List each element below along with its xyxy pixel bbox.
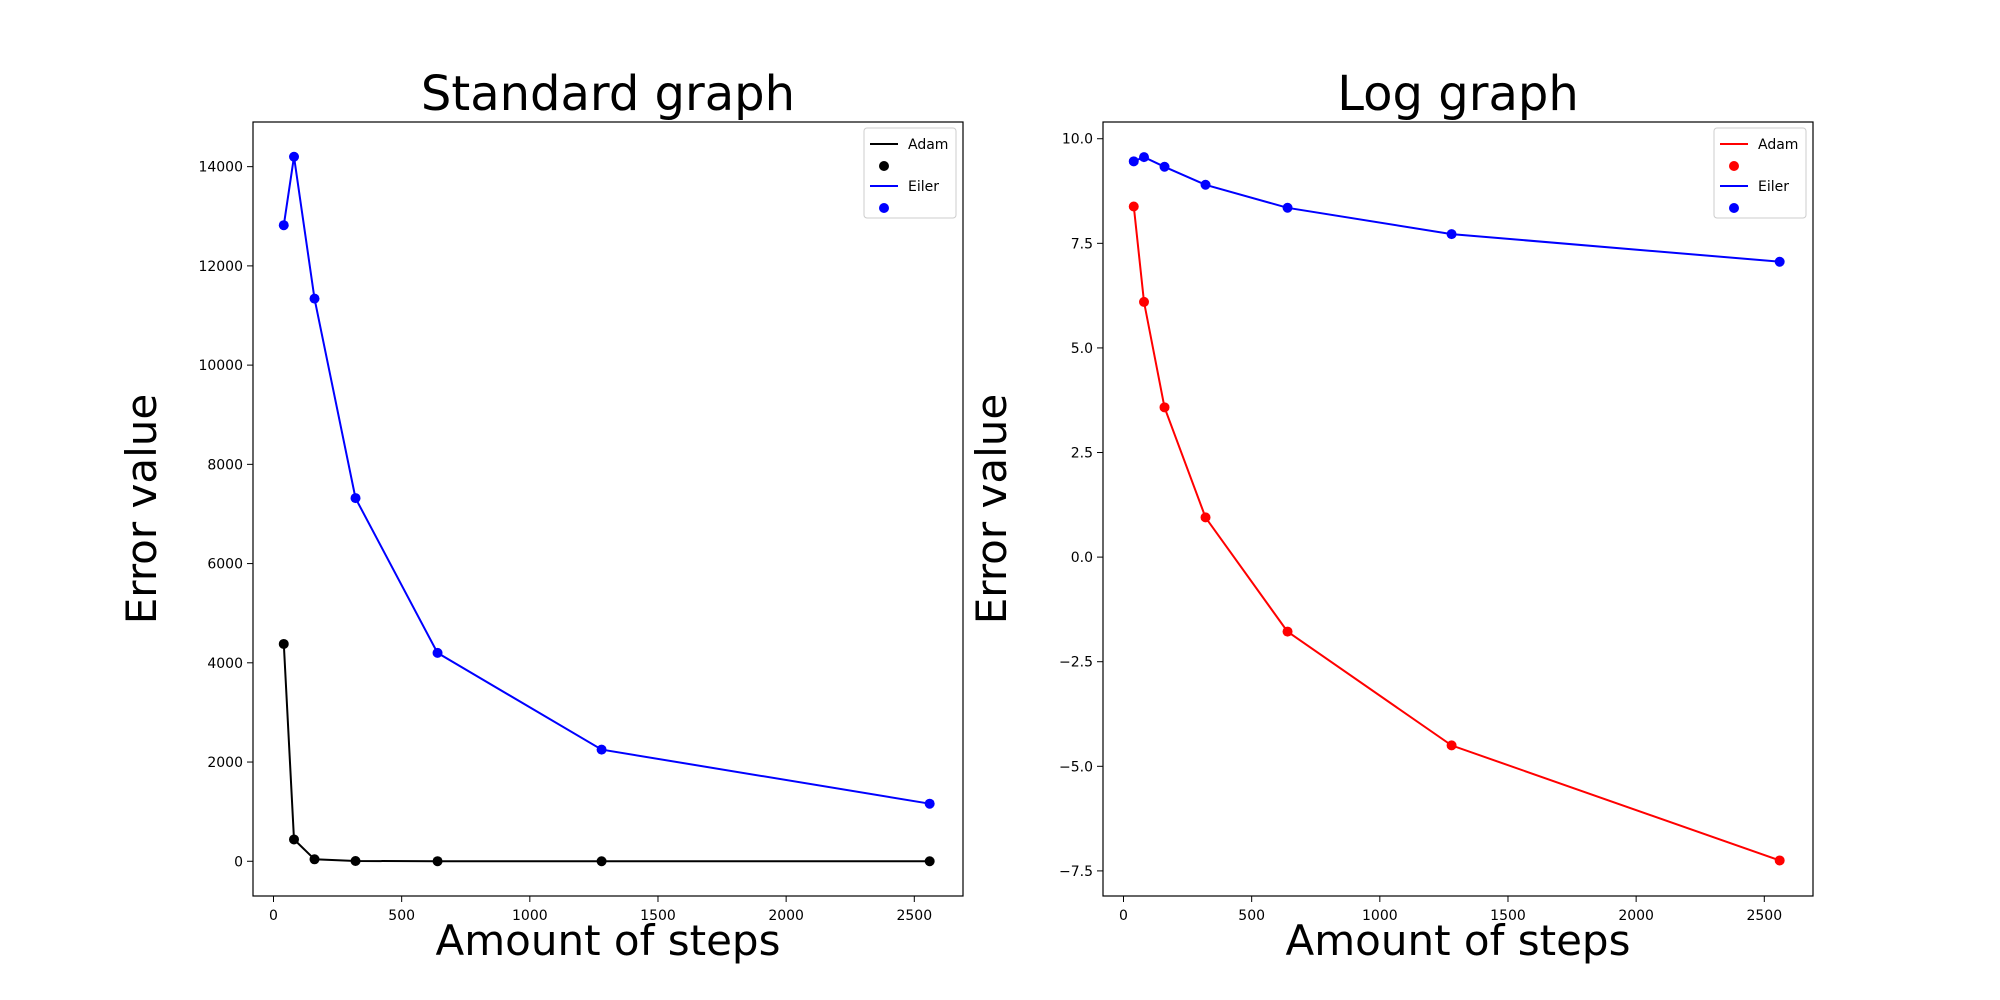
y-tick-label: −7.5: [1059, 864, 1093, 880]
data-point-adam: [350, 856, 361, 867]
x-axis-label: Amount of steps: [1286, 916, 1631, 965]
x-tick-label: 2000: [768, 908, 804, 924]
legend-label: Eiler: [908, 179, 939, 195]
x-tick-label: 1500: [640, 908, 676, 924]
data-point-eiler: [1282, 202, 1293, 213]
legend-marker-swatch: [1729, 203, 1739, 213]
plot-frame: [252, 121, 964, 897]
legend-marker-swatch: [879, 161, 889, 171]
legend-marker-swatch: [1729, 161, 1739, 171]
data-point-eiler: [1446, 229, 1457, 240]
x-tick-label: 500: [388, 908, 415, 924]
legend-label: Adam: [908, 137, 948, 153]
data-point-adam: [289, 834, 300, 845]
data-point-eiler: [432, 647, 443, 658]
y-tick-label: 2.5: [1071, 446, 1093, 462]
y-tick-label: 10000: [198, 358, 243, 374]
data-point-adam: [1128, 201, 1139, 212]
data-point-adam: [1774, 855, 1785, 866]
x-tick-label: 0: [1119, 908, 1128, 924]
data-point-adam: [309, 854, 320, 865]
y-tick-label: −5.0: [1059, 759, 1093, 775]
legend-box: [863, 127, 957, 219]
data-point-eiler: [924, 798, 935, 809]
data-point-adam: [1200, 512, 1211, 523]
y-tick-label: 0: [234, 854, 243, 870]
x-tick-label: 1500: [1490, 908, 1526, 924]
data-point-eiler: [350, 493, 361, 504]
data-point-eiler: [1128, 156, 1139, 167]
x-tick-label: 1000: [512, 908, 548, 924]
x-tick-label: 0: [269, 908, 278, 924]
data-point-adam: [596, 856, 607, 867]
data-point-eiler: [1159, 161, 1170, 172]
data-point-adam: [1282, 626, 1293, 637]
y-tick-label: 14000: [198, 160, 243, 176]
x-tick-label: 2500: [896, 908, 932, 924]
y-tick-label: 4000: [207, 656, 243, 672]
data-point-adam: [278, 638, 289, 649]
data-point-eiler: [1139, 152, 1150, 163]
data-point-eiler: [596, 744, 607, 755]
data-point-adam: [1446, 740, 1457, 751]
y-tick-label: −2.5: [1059, 655, 1093, 671]
data-point-adam: [1159, 402, 1170, 413]
y-axis-label: Error value: [967, 394, 1016, 624]
chart-title: Standard graph: [421, 66, 795, 122]
y-axis-label: Error value: [117, 394, 166, 624]
y-tick-label: 8000: [207, 457, 243, 473]
y-tick-label: 12000: [198, 259, 243, 275]
y-tick-label: 2000: [207, 755, 243, 771]
y-tick-label: 0.0: [1071, 550, 1093, 566]
y-tick-label: 7.5: [1071, 236, 1093, 252]
chart-title: Log graph: [1337, 66, 1579, 122]
chart-panel-1: 0 500 1000 1500 2000 2500 0 2000 4000 6000 8000 100…: [117, 66, 964, 965]
data-point-eiler: [1774, 256, 1785, 267]
y-tick-label: 10.0: [1062, 132, 1093, 148]
data-point-eiler: [309, 293, 320, 304]
chart-panel-2: 0 500 1000 1500 2000 2500 −7.5 −5.0 −2.5 0.0 2.5 5.…: [967, 66, 1814, 965]
x-tick-label: 2000: [1618, 908, 1654, 924]
x-tick-label: 1000: [1362, 908, 1398, 924]
y-tick-label: 6000: [207, 557, 243, 573]
data-point-eiler: [1200, 179, 1211, 190]
data-point-adam: [1139, 296, 1150, 307]
plot-frame: [1102, 121, 1814, 897]
legend-box: [1713, 127, 1807, 219]
legend-label: Adam: [1758, 137, 1798, 153]
data-point-eiler: [278, 220, 289, 231]
x-tick-label: 500: [1238, 908, 1265, 924]
data-point-adam: [432, 856, 443, 867]
legend-label: Eiler: [1758, 179, 1789, 195]
x-axis-label: Amount of steps: [436, 916, 781, 965]
data-point-adam: [924, 856, 935, 867]
x-tick-label: 2500: [1746, 908, 1782, 924]
data-point-eiler: [289, 151, 300, 162]
y-tick-label: 5.0: [1071, 341, 1093, 357]
legend-marker-swatch: [879, 203, 889, 213]
